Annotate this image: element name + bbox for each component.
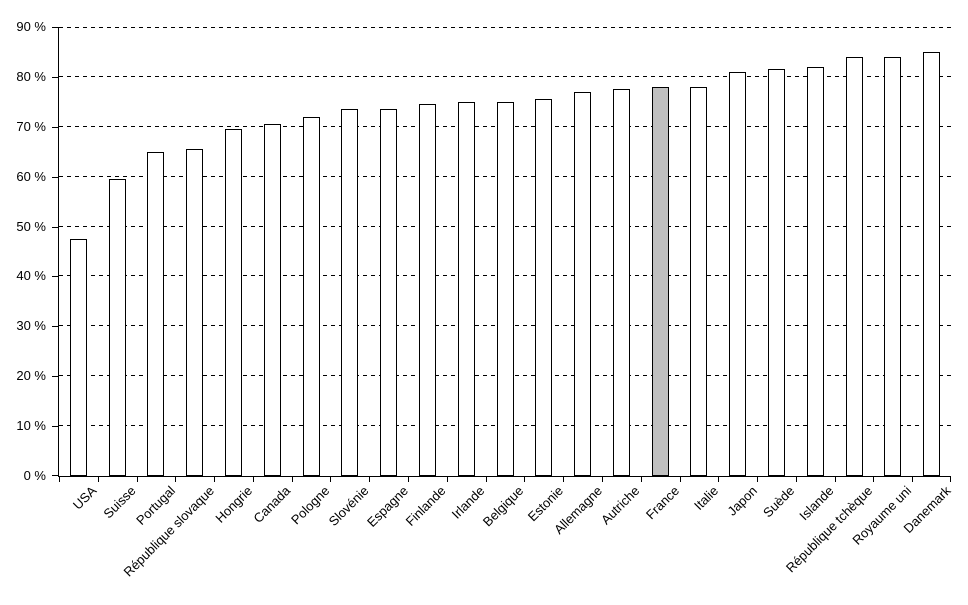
y-tick-label: 0 % bbox=[23, 468, 46, 483]
x-axis-tick bbox=[950, 476, 951, 482]
x-axis-labels: USA Suisse Portugal République slovaque Hong… bbox=[58, 483, 954, 603]
x-tick-label: Finlande bbox=[402, 483, 449, 529]
y-axis-labels: 0 % 10 % 20 % 30 % 40 % 50 % 60 % 70 % 80 % 90 % bbox=[0, 19, 48, 483]
x-axis-tick bbox=[369, 476, 370, 482]
bar-Slovénie bbox=[341, 109, 358, 476]
x-axis-tick bbox=[602, 476, 603, 482]
bar-Estonie bbox=[535, 99, 552, 476]
x-tick-label: Pologne bbox=[288, 483, 333, 528]
bar-Finlande bbox=[419, 104, 436, 476]
x-axis-tick bbox=[757, 476, 758, 482]
bar-Autriche bbox=[613, 89, 630, 476]
bar-Pologne bbox=[303, 117, 320, 476]
x-tick-label: Espagne bbox=[363, 483, 411, 530]
x-axis-tick bbox=[330, 476, 331, 482]
y-axis-tick bbox=[52, 76, 59, 78]
bar-Danemark bbox=[923, 52, 940, 476]
bar-Canada bbox=[264, 124, 281, 476]
x-axis-tick bbox=[175, 476, 176, 482]
x-axis-tick bbox=[641, 476, 642, 482]
bar-Islande bbox=[807, 67, 824, 476]
y-tick-label: 50 % bbox=[16, 218, 46, 234]
bar-Irlande bbox=[458, 102, 475, 476]
x-axis-tick bbox=[680, 476, 681, 482]
bar-Italie bbox=[690, 87, 707, 476]
x-tick-label: Slovénie bbox=[325, 483, 372, 529]
y-axis-tick bbox=[52, 27, 59, 28]
x-axis-tick bbox=[408, 476, 409, 482]
y-axis-tick bbox=[52, 326, 59, 328]
bar-République tchèque bbox=[846, 57, 863, 476]
plot-area bbox=[52, 27, 951, 482]
y-tick-label: 10 % bbox=[16, 418, 46, 434]
x-axis-tick bbox=[214, 476, 215, 482]
x-axis-tick bbox=[447, 476, 448, 482]
x-axis-tick bbox=[292, 476, 293, 482]
x-axis-tick bbox=[873, 476, 874, 482]
y-axis-tick bbox=[52, 276, 59, 278]
x-axis-tick bbox=[98, 476, 99, 482]
x-tick-label: Italie bbox=[690, 483, 721, 514]
y-tick-label: 30 % bbox=[16, 318, 46, 334]
x-axis-tick bbox=[912, 476, 913, 482]
gridline-90 bbox=[59, 27, 951, 28]
y-axis-tick bbox=[52, 226, 59, 228]
x-axis-tick bbox=[253, 476, 254, 482]
bar-France bbox=[652, 87, 669, 476]
x-tick-label: Belgique bbox=[480, 483, 527, 530]
x-axis-tick bbox=[563, 476, 564, 482]
bar-Belgique bbox=[497, 102, 514, 476]
x-tick-label: Suède bbox=[760, 483, 798, 521]
x-tick-label: Autriche bbox=[598, 483, 643, 528]
x-tick-label: Hongrie bbox=[212, 483, 256, 526]
x-tick-label: Japon bbox=[723, 483, 760, 519]
y-tick-label: 60 % bbox=[16, 168, 46, 184]
x-axis-tick bbox=[137, 476, 138, 482]
x-axis-tick bbox=[524, 476, 525, 482]
bar-République slovaque bbox=[186, 149, 203, 476]
x-tick-label: Canada bbox=[250, 483, 294, 526]
bar-Portugal bbox=[147, 152, 164, 476]
gridline-80 bbox=[59, 75, 951, 77]
bar-Hongrie bbox=[225, 129, 242, 476]
y-axis-tick bbox=[52, 426, 59, 428]
bar-Suisse bbox=[109, 179, 126, 476]
x-axis-tick bbox=[59, 476, 60, 482]
bar-Espagne bbox=[380, 109, 397, 476]
x-axis-tick bbox=[486, 476, 487, 482]
x-axis-tick bbox=[718, 476, 719, 482]
y-axis-tick bbox=[52, 126, 59, 128]
y-axis-tick bbox=[52, 176, 59, 178]
bar-Suède bbox=[768, 69, 785, 476]
x-axis-tick bbox=[796, 476, 797, 482]
y-tick-label: 70 % bbox=[16, 118, 46, 134]
x-tick-label: Suisse bbox=[100, 483, 139, 522]
y-tick-label: 80 % bbox=[16, 68, 46, 84]
x-tick-label: France bbox=[642, 483, 682, 523]
y-tick-label: 40 % bbox=[16, 268, 46, 284]
bar-Japon bbox=[729, 72, 746, 476]
x-tick-label: USA bbox=[70, 483, 100, 513]
y-tick-label: 90 % bbox=[16, 19, 46, 34]
bar-Allemagne bbox=[574, 92, 591, 476]
y-tick-label: 20 % bbox=[16, 368, 46, 384]
y-axis-tick bbox=[52, 376, 59, 378]
bar-Royaume uni bbox=[884, 57, 901, 476]
y-axis-tick bbox=[52, 475, 59, 476]
bar-USA bbox=[70, 239, 87, 476]
x-axis-tick bbox=[835, 476, 836, 482]
